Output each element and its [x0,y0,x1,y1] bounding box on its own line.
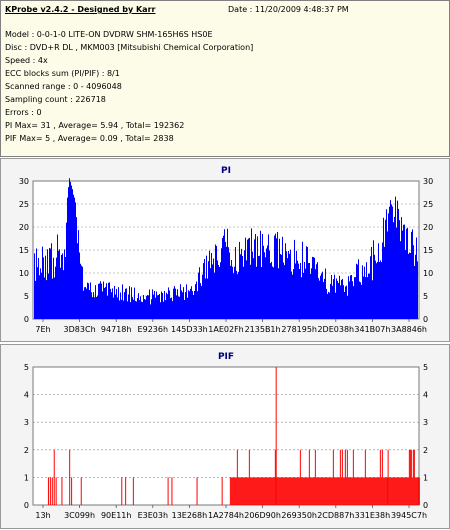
pif-chart-panel: PIF 0 0 1 1 2 2 3 3 4 4 5 5 13h 3C099h 90E11h E3E03h 13E2… [0,344,450,529]
y-tick-label-left: 1 [24,473,29,482]
scanned-range-line: Scanned range : 0 - 4096048 [5,82,122,91]
x-tick-label: 1A2784h [208,511,244,520]
x-tick-label: 13h [35,511,50,520]
ecc-line: ECC blocks sum (PI/PIF) : 8/1 [5,69,120,78]
y-tick-label-right: 0 [423,315,428,324]
model-line: Model : 0-0-1-0 LITE-ON DVDRW SHM-165H6S… [5,30,213,39]
y-tick-label-left: 2 [24,446,29,455]
pif-summary-line: PIF Max= 5 , Average= 0.09 , Total= 2838 [5,134,174,143]
pi-chart: PI 0 0 5 5 10 10 15 15 20 20 25 25 30 30 7Eh 3D83Ch 94718… [19,166,433,334]
x-tick-label: 331E38h [355,511,391,520]
x-tick-label: 2CD887h [317,511,354,520]
x-tick-label: 3C099h [64,511,95,520]
y-tick-label-left: 0 [24,501,29,510]
y-tick-label-right: 25 [423,200,433,209]
data-bars [47,367,420,505]
x-tick-label: 1AE02Fh [208,325,243,334]
scan-date: Date : 11/20/2009 4:48:37 PM [228,5,349,14]
y-tick-label-right: 4 [423,391,428,400]
y-tick-label-left: 25 [19,200,29,209]
pi-summary-line: PI Max= 31 , Average= 5.94 , Total= 1923… [5,121,185,130]
x-tick-label: 90E11h [101,511,131,520]
x-tick-label: 341B07h [354,325,390,334]
y-tick-label-left: 15 [19,246,29,255]
errors-line: Errors : 0 [5,108,42,117]
x-tick-label: 7Eh [35,325,50,334]
chart-title: PI [221,166,231,176]
y-tick-label-left: 30 [19,177,29,186]
x-tick-label: E3E03h [138,511,168,520]
y-tick-label-left: 5 [24,292,29,301]
y-tick-label-left: 4 [24,391,29,400]
y-tick-label-right: 5 [423,292,428,301]
y-tick-label-right: 20 [423,223,433,232]
y-tick-label-right: 5 [423,363,428,372]
pi-chart-panel: PI 0 0 5 5 10 10 15 15 20 20 25 25 30 30 7Eh 3D83Ch 94718… [0,158,450,342]
x-tick-label: 3D83Ch [64,325,96,334]
y-tick-label-right: 1 [423,473,428,482]
x-tick-label: 269350h [281,511,317,520]
y-tick-label-left: 20 [19,223,29,232]
sampling-count-line: Sampling count : 226718 [5,95,106,104]
x-tick-label: 2135B1h [245,325,281,334]
x-tick-label: 13E268h [172,511,208,520]
chart-title: PIF [218,352,234,362]
x-tick-label: 278195h [281,325,317,334]
y-tick-label-left: 3 [24,418,29,427]
x-tick-label: 3945C7h [391,511,427,520]
y-tick-label-right: 3 [423,418,428,427]
y-tick-label-left: 0 [24,315,29,324]
y-tick-label-left: 10 [19,269,29,278]
pif-chart: PIF 0 0 1 1 2 2 3 3 4 4 5 5 13h 3C099h 90E11h E3E03h 13E2… [24,352,428,520]
x-tick-label: E9236h [138,325,168,334]
x-tick-label: 145D33h [171,325,208,334]
y-tick-label-right: 0 [423,501,428,510]
y-tick-label-right: 15 [423,246,433,255]
x-tick-label: 94718h [101,325,132,334]
y-tick-label-left: 5 [24,363,29,372]
app-title: KProbe v2.4.2 - Designed by Karr [5,5,156,14]
x-tick-label: 3A8846h [391,325,427,334]
info-panel: KProbe v2.4.2 - Designed by Karr Date : … [0,0,450,157]
data-bars [34,178,418,319]
disc-line: Disc : DVD+R DL , MKM003 [Mitsubishi Che… [5,43,254,52]
x-tick-label: 206D90h [244,511,281,520]
speed-line: Speed : 4x [5,56,48,65]
x-tick-label: 2DE038h [317,325,354,334]
y-tick-label-right: 10 [423,269,433,278]
y-tick-label-right: 30 [423,177,433,186]
y-tick-label-right: 2 [423,446,428,455]
